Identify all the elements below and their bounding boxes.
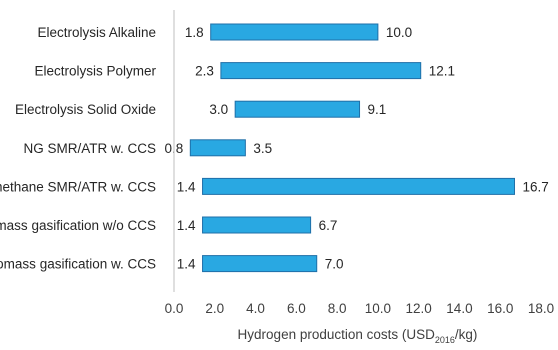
min-value-label: 1.4 bbox=[177, 218, 196, 233]
x-tick-label: 18.0 bbox=[528, 301, 554, 316]
category-labels-group: Electrolysis Alkaline Electrolysis Polyme… bbox=[0, 25, 156, 272]
x-axis-title-subscript: 2016 bbox=[435, 335, 455, 345]
x-tick-label: 4.0 bbox=[246, 301, 265, 316]
bar-5 bbox=[202, 216, 312, 234]
category-label: Biomethane SMR/ATR w. CCS bbox=[0, 179, 156, 194]
bar-3 bbox=[189, 139, 246, 157]
bar-0 bbox=[210, 23, 379, 41]
x-tick-label: 10.0 bbox=[365, 301, 391, 316]
x-axis-title: Hydrogen production costs (USD2016/kg) bbox=[238, 327, 478, 345]
max-value-label: 7.0 bbox=[325, 257, 344, 272]
max-value-label: 3.5 bbox=[253, 141, 272, 156]
bar-6 bbox=[202, 255, 318, 273]
x-tick-label: 0.0 bbox=[165, 301, 184, 316]
x-tick-label: 14.0 bbox=[446, 301, 472, 316]
max-value-label: 6.7 bbox=[319, 218, 338, 233]
max-value-label: 10.0 bbox=[386, 25, 412, 40]
x-tick-label: 8.0 bbox=[328, 301, 347, 316]
x-axis-title-tail: /kg) bbox=[455, 327, 478, 342]
min-value-label: 3.0 bbox=[209, 102, 228, 117]
min-value-label: 1.8 bbox=[185, 25, 204, 40]
category-label: Electrolysis Polymer bbox=[34, 64, 156, 79]
category-label: Biomass gasification w/o CCS bbox=[0, 218, 156, 233]
bars-group bbox=[189, 23, 515, 273]
bar-4 bbox=[202, 177, 515, 195]
max-value-label: 9.1 bbox=[368, 102, 387, 117]
max-value-label: 16.7 bbox=[522, 179, 548, 194]
category-label: Electrolysis Solid Oxide bbox=[15, 102, 156, 117]
min-value-label: 1.4 bbox=[177, 257, 196, 272]
x-tick-label: 2.0 bbox=[205, 301, 224, 316]
bar-2 bbox=[234, 100, 361, 118]
min-value-label: 1.4 bbox=[177, 179, 196, 194]
x-tick-label: 16.0 bbox=[487, 301, 513, 316]
bar-1 bbox=[220, 62, 422, 80]
category-label: Biomass gasification w. CCS bbox=[0, 257, 156, 272]
min-value-label: 2.3 bbox=[195, 64, 214, 79]
x-tick-label: 6.0 bbox=[287, 301, 306, 316]
x-tick-labels-group: 0.0 2.0 4.0 6.0 8.0 10.0 12.0 14.0 16.0 18.0 bbox=[165, 301, 555, 316]
category-label: NG SMR/ATR w. CCS bbox=[23, 141, 156, 156]
x-tick-label: 12.0 bbox=[406, 301, 432, 316]
max-value-label: 12.1 bbox=[429, 64, 455, 79]
category-label: Electrolysis Alkaline bbox=[37, 25, 156, 40]
x-axis-title-main: Hydrogen production costs (USD bbox=[238, 327, 436, 342]
